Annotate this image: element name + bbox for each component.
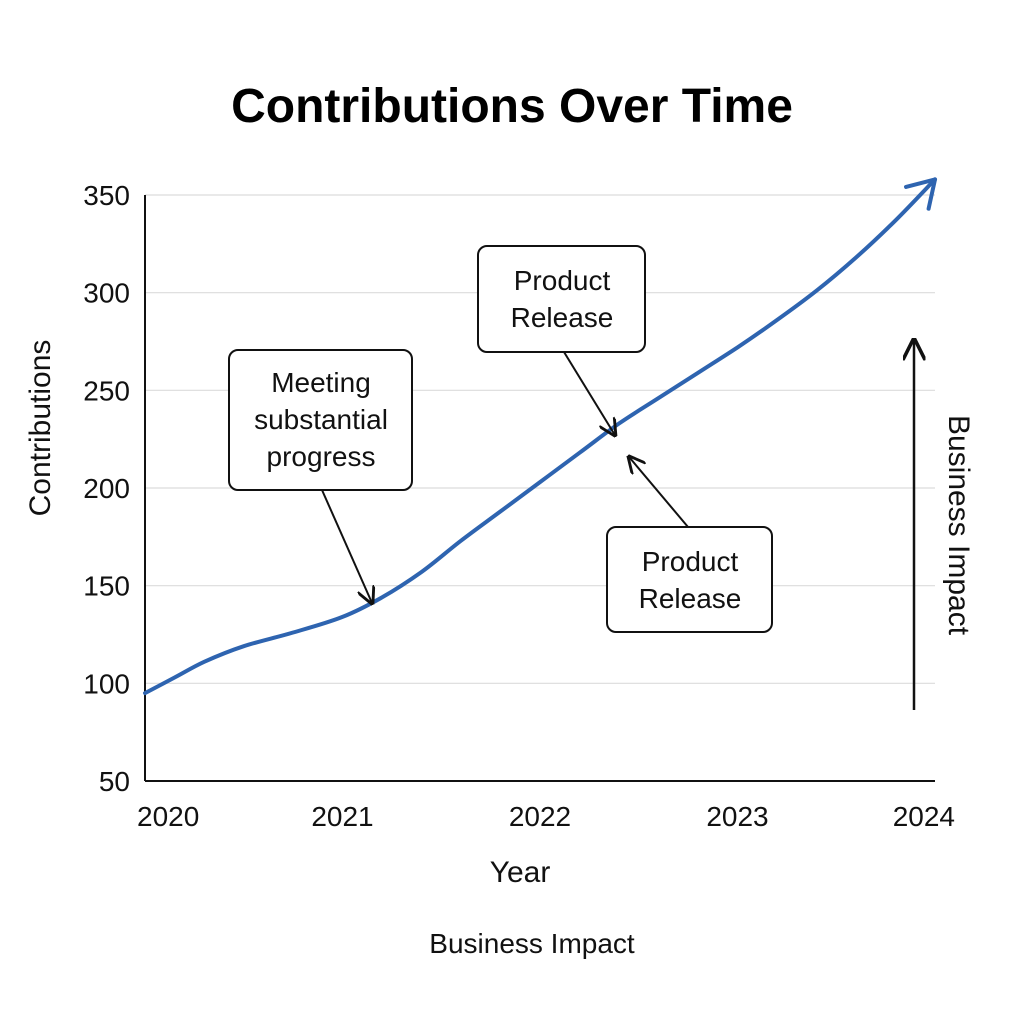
y-tick-labels: 50 100 150 200 250 300 350 bbox=[83, 180, 130, 797]
annotation-box bbox=[606, 526, 773, 633]
chart-title: Contributions Over Time bbox=[231, 80, 793, 133]
y-tick-label: 300 bbox=[83, 278, 130, 309]
y-tick-label: 200 bbox=[83, 473, 130, 504]
business-impact-side-label: Business Impact bbox=[942, 415, 975, 636]
y-tick-label: 50 bbox=[99, 766, 130, 797]
annotation-text: Product bbox=[514, 265, 611, 296]
y-axis-label: Contributions bbox=[24, 340, 57, 517]
y-tick-label: 100 bbox=[83, 668, 130, 699]
annotation-arrow bbox=[321, 489, 372, 603]
x-tick-label: 2020 bbox=[137, 801, 199, 832]
annotation-text: progress bbox=[267, 441, 376, 472]
x-tick-label: 2023 bbox=[706, 801, 768, 832]
x-tick-label: 2024 bbox=[893, 801, 955, 832]
y-tick-label: 150 bbox=[83, 571, 130, 602]
x-axis-label: Year bbox=[490, 856, 551, 889]
annotation-box bbox=[228, 349, 413, 491]
annotation-callout: Product Release bbox=[606, 457, 773, 633]
annotation-arrow bbox=[629, 457, 689, 528]
annotation-text: Release bbox=[511, 302, 614, 333]
annotation-arrow bbox=[563, 351, 615, 435]
x-tick-label: 2022 bbox=[509, 801, 571, 832]
annotation-text: substantial bbox=[254, 404, 388, 435]
annotation-text: Release bbox=[639, 583, 742, 614]
series-arrowhead bbox=[904, 177, 937, 211]
x-tick-label: 2021 bbox=[311, 801, 373, 832]
x-tick-labels: 2020 2021 2022 2023 2024 bbox=[137, 801, 955, 832]
footer-label: Business Impact bbox=[429, 928, 635, 959]
y-tick-label: 250 bbox=[83, 375, 130, 406]
series-layer bbox=[143, 177, 937, 696]
series-line bbox=[143, 177, 937, 696]
annotation-box bbox=[477, 245, 646, 353]
annotation-text: Product bbox=[642, 546, 739, 577]
annotation-text: Meeting bbox=[271, 367, 371, 398]
annotation-callout: Product Release bbox=[477, 245, 646, 435]
annotations: Meeting substantial progress Product Release… bbox=[228, 245, 773, 633]
y-tick-label: 350 bbox=[83, 180, 130, 211]
annotation-callout: Meeting substantial progress bbox=[228, 349, 413, 603]
